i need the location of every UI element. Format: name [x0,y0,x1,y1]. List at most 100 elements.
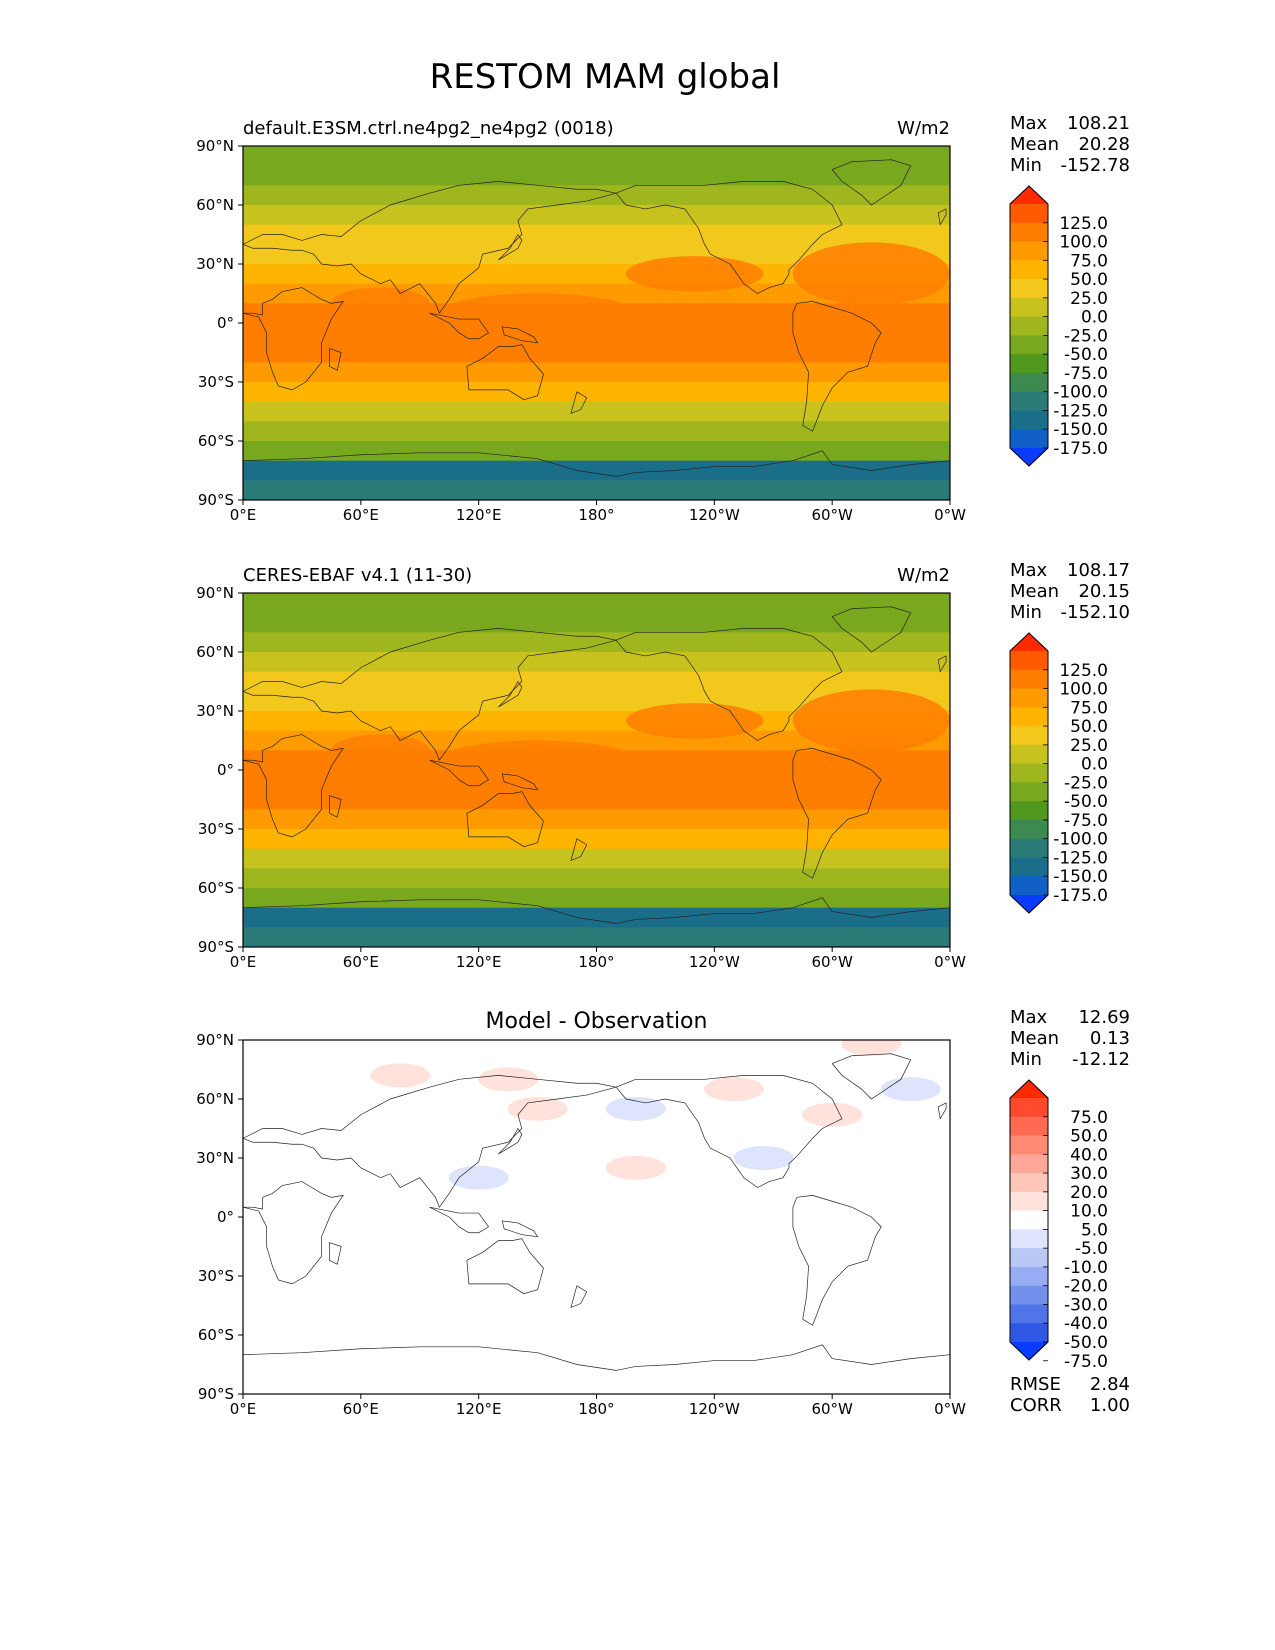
x-tick-label: 0°E [230,1400,257,1418]
colorbar-label: -20.0 [1064,1277,1108,1297]
anomaly-patch [733,1146,794,1170]
colorbar-label: 30.0 [1070,1164,1108,1184]
colorbar-segment [1010,1266,1048,1287]
stat-label: Max [1010,560,1048,581]
y-tick-label: 60°N [196,643,234,661]
colorbar-label: 125.0 [1059,661,1108,681]
figure-title: RESTOM MAM global [430,57,781,97]
x-tick-label: 120°W [689,953,740,971]
stat-value: -152.10 [1061,602,1130,623]
x-tick-label: 120°W [689,506,740,524]
colorbar-segment [1010,204,1048,224]
colorbar-segment [1010,354,1048,374]
colorbar-segment [1010,429,1048,449]
map-field [243,146,950,500]
x-tick-label: 60°W [811,953,853,971]
anomaly-patch [841,1040,902,1056]
colorbar-segment [1010,1154,1048,1174]
colorbar-segment [1010,707,1048,727]
colorbar-segment [1010,876,1048,896]
colorbar-label: -175.0 [1053,886,1108,906]
x-tick-label: 60°W [811,1400,853,1418]
lat-band [243,868,950,889]
colorbar-label: -25.0 [1064,773,1108,793]
colorbar-segment [1010,222,1048,243]
x-tick-label: 180° [578,953,614,971]
colorbar-segment [1010,1304,1048,1324]
colorbar-label: -50.0 [1064,1333,1108,1353]
colorbar-label: -25.0 [1064,326,1108,346]
y-tick-label: 90°S [198,1385,234,1403]
x-tick-label: 0°W [934,953,966,971]
y-tick-label: 90°S [198,491,234,509]
warm-pool-region [331,287,430,320]
stats-block: Max 108.21 Mean 20.28 Min -152.78 [1010,113,1130,176]
colorbar-label: 50.0 [1070,717,1108,737]
warm-pool-region [625,256,764,292]
colorbar-label: 40.0 [1070,1145,1108,1165]
map-background [243,1040,950,1394]
colorbar-segment [1010,241,1048,261]
lat-band [243,165,950,186]
anomaly-patch [703,1077,764,1102]
panel-center-title: Model - Observation [486,1009,708,1034]
colorbar-segment [1010,819,1048,840]
lat-band [243,848,950,869]
colorbar-segment [1010,1116,1048,1137]
y-tick-label: 90°N [196,1031,234,1049]
warm-pool-region [625,703,764,739]
colorbar-segment [1010,316,1048,336]
lat-band [243,593,950,614]
anomaly-patch [802,1102,863,1127]
colorbar-label: -50.0 [1064,345,1108,365]
anomaly-patch [370,1063,431,1088]
stat-label: Mean [1010,1028,1059,1049]
lat-band [243,185,950,206]
colorbar-segment [1010,688,1048,708]
stat-value: 108.21 [1067,113,1130,134]
colorbar-label: -125.0 [1053,401,1108,421]
lat-band [243,382,950,403]
colorbar-segment [1010,1285,1048,1305]
stat-value: 108.17 [1067,560,1130,581]
colorbar-label: 100.0 [1059,680,1108,700]
stat-label: Max [1010,1007,1048,1028]
colorbar: 125.0100.075.050.025.00.0-25.0-50.0-75.0… [1009,185,1108,467]
colorbar-label: -10.0 [1064,1258,1108,1278]
panel-ref: 0°E 60°E 120°E 180° 120°W 60°W 0°W 90°N 60°N 30°N… [196,560,1130,971]
x-tick-label: 60°E [343,953,379,971]
colorbar-segment [1010,410,1048,430]
y-tick-label: 30°S [198,373,234,391]
lat-band [243,809,950,830]
colorbar-label: -75.0 [1064,1352,1108,1372]
y-tick-label: 30°S [198,820,234,838]
colorbar-label: 25.0 [1070,736,1108,756]
y-tick-label: 0° [217,314,234,332]
colorbar-label: -30.0 [1064,1295,1108,1315]
warm-pool-region [439,293,636,333]
y-tick-label: 30°S [198,1267,234,1285]
colorbar-segment [1010,1323,1048,1343]
stat-value: -152.78 [1061,155,1130,176]
x-tick-label: 60°W [811,506,853,524]
lat-band [243,652,950,673]
colorbar-label: -75.0 [1064,364,1108,384]
colorbar-segment [1010,279,1048,299]
panel-test: 0°E 60°E 120°E 180° 120°W 60°W 0°W 90°N 60°N 30°N… [196,113,1130,524]
x-tick-label: 180° [578,506,614,524]
colorbar-label: -40.0 [1064,1314,1108,1334]
x-tick-label: 120°E [456,506,502,524]
y-tick-label: 30°N [196,702,234,720]
warm-pool-region [792,242,950,306]
anomaly-patch [507,1096,568,1121]
colorbar-label: 10.0 [1070,1202,1108,1222]
colorbar-segment [1010,1135,1048,1155]
stat-label: Min [1010,155,1042,176]
x-tick-label: 60°E [343,506,379,524]
colorbar-segment [1010,297,1048,318]
stat-label: Max [1010,113,1048,134]
colorbar-label: -175.0 [1053,439,1108,459]
lat-band [243,323,950,344]
warm-pool-region [792,689,950,753]
